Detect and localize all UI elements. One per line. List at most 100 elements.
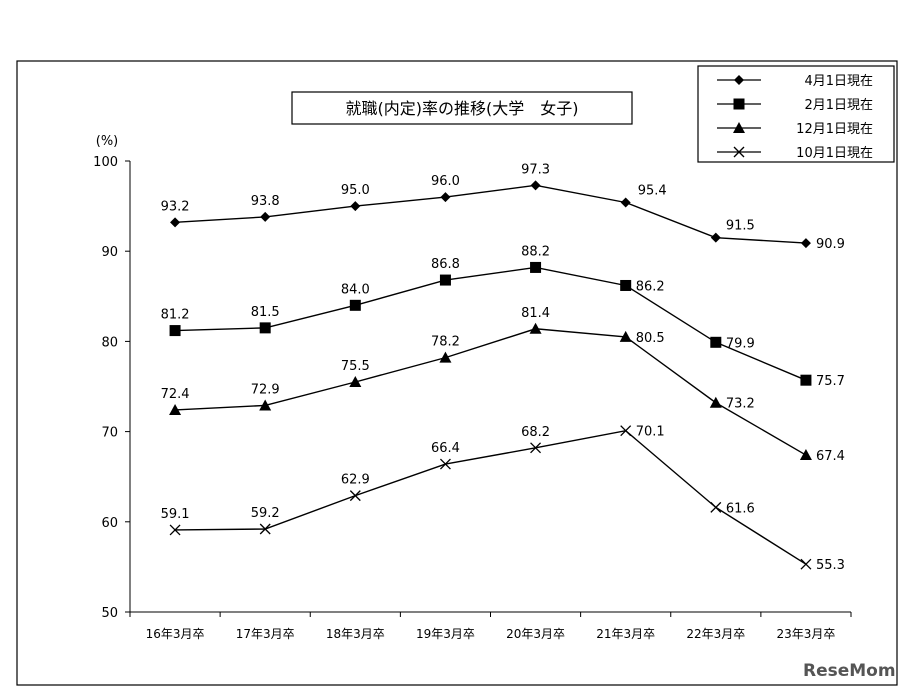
legend-box	[697, 65, 895, 163]
chart-title: 就職(内定)率の推移(大学 女子)	[346, 99, 579, 118]
y-ticks: 50 60 70 80 90 100	[93, 155, 130, 621]
data-point-x	[530, 442, 542, 454]
legend-label: 12月1日現在	[796, 122, 873, 137]
x-tick-label: 17年3月卒	[236, 627, 295, 641]
data-label: 96.0	[431, 174, 460, 189]
y-tick-label: 100	[93, 155, 118, 170]
data-point-diamond	[530, 180, 541, 191]
y-tick-label: 90	[101, 245, 118, 260]
data-label: 72.9	[251, 382, 280, 397]
x-tick-label: 16年3月卒	[146, 627, 205, 641]
data-label: 62.9	[341, 473, 370, 488]
chart-frame	[16, 60, 898, 686]
series-triangle: 72.4 72.9 75.5 78.2 81.4 80.5 73.2 67.4	[161, 306, 845, 464]
series-line	[175, 429, 807, 565]
data-label: 66.4	[431, 441, 460, 456]
data-point-diamond	[260, 211, 271, 222]
data-point-square	[259, 322, 271, 334]
data-label: 93.8	[251, 194, 280, 209]
data-point-triangle	[799, 449, 812, 461]
data-point-diamond	[710, 232, 721, 243]
data-label: 72.4	[161, 387, 190, 402]
series-x: 59.1 59.2 62.9 66.4 68.2 70.1 61.6 55.3	[161, 425, 845, 573]
data-point-square	[800, 374, 812, 386]
data-point-diamond	[440, 192, 451, 203]
y-tick-label: 60	[101, 516, 118, 531]
data-label: 55.3	[816, 558, 845, 573]
data-label: 84.0	[341, 282, 370, 297]
legend-item: 4月1日現在	[717, 74, 873, 89]
data-point-x	[349, 490, 361, 502]
x-tick-label: 20年3月卒	[506, 627, 565, 641]
data-label: 59.2	[251, 506, 280, 521]
legend-label: 10月1日現在	[796, 146, 873, 161]
data-point-square	[439, 274, 451, 286]
legend-item: 12月1日現在	[717, 122, 873, 137]
data-point-square	[530, 261, 542, 273]
data-label: 75.7	[816, 374, 845, 389]
data-label: 86.8	[431, 257, 460, 272]
legend-item: 2月1日現在	[717, 98, 873, 113]
data-point-x	[800, 558, 812, 570]
data-label: 81.2	[161, 308, 190, 323]
x-tick-label: 23年3月卒	[776, 627, 835, 641]
data-point-square	[710, 336, 722, 348]
legend-marker-x	[733, 146, 745, 158]
y-tick-label: 50	[101, 606, 118, 621]
y-tick-label: 80	[101, 335, 118, 350]
data-point-triangle	[349, 375, 362, 387]
series-layer: 93.2 93.8 95.0 96.0 97.3 95.4 91.5 90.9 81.2 81.5…	[161, 162, 845, 573]
y-axis-label: (%)	[96, 134, 119, 149]
data-label: 78.2	[431, 335, 460, 350]
data-label: 73.2	[726, 397, 755, 412]
data-point-triangle	[259, 399, 272, 411]
legend-items: 4月1日現在 2月1日現在 12月1日現在 10月1日現在	[717, 74, 873, 161]
legend: 4月1日現在 2月1日現在 12月1日現在 10月1日現在	[697, 65, 895, 163]
data-label: 93.2	[161, 199, 190, 214]
data-point-square	[169, 325, 181, 337]
data-point-square	[620, 279, 632, 291]
data-point-x	[259, 523, 271, 535]
data-label: 70.1	[636, 425, 665, 440]
data-label: 75.5	[341, 359, 370, 374]
data-point-x	[620, 425, 632, 437]
watermark-logo: ReseMom	[803, 661, 896, 681]
data-point-diamond	[620, 197, 631, 208]
data-label: 95.4	[638, 183, 667, 198]
data-label: 81.4	[521, 306, 550, 321]
series-line	[175, 328, 807, 456]
x-tick-label: 21年3月卒	[596, 627, 655, 641]
data-label: 80.5	[636, 331, 665, 346]
data-label: 79.9	[726, 336, 755, 351]
data-label: 68.2	[521, 425, 550, 440]
data-point-triangle	[529, 322, 542, 334]
x-tick-label: 18年3月卒	[326, 627, 385, 641]
legend-marker-square	[733, 98, 745, 110]
data-label: 81.5	[251, 305, 280, 320]
y-tick-label: 70	[101, 426, 118, 441]
data-label: 59.1	[161, 507, 190, 522]
data-point-triangle	[619, 330, 632, 342]
data-label: 90.9	[816, 237, 845, 252]
data-point-x	[169, 524, 181, 536]
series-diamond: 93.2 93.8 95.0 96.0 97.3 95.4 91.5 90.9	[161, 162, 845, 252]
data-label: 91.5	[726, 219, 755, 234]
data-point-triangle	[169, 403, 182, 415]
x-tick-label: 22年3月卒	[686, 627, 745, 641]
data-point-diamond	[800, 238, 811, 249]
series-line	[175, 184, 806, 244]
chart-title-group: 就職(内定)率の推移(大学 女子)	[291, 91, 633, 125]
legend-label: 4月1日現在	[804, 74, 873, 89]
data-label: 86.2	[636, 279, 665, 294]
data-label: 61.6	[726, 501, 755, 516]
data-point-triangle	[439, 351, 452, 363]
series-line	[175, 266, 807, 381]
data-label: 95.0	[341, 183, 370, 198]
data-point-diamond	[170, 217, 181, 228]
data-point-diamond	[350, 201, 361, 212]
legend-label: 2月1日現在	[804, 98, 873, 113]
data-label: 88.2	[521, 244, 550, 259]
data-point-x	[710, 501, 722, 513]
